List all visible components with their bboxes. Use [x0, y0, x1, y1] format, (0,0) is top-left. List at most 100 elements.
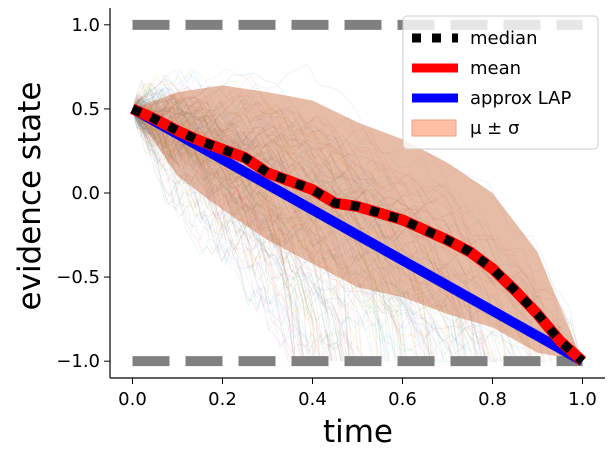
x-axis-title: time [323, 414, 393, 450]
y-tick-label: 0.5 [71, 99, 100, 120]
sample-trace [132, 76, 451, 362]
sample-trace [132, 85, 439, 362]
sample-trace [132, 108, 347, 363]
y-axis-title: evidence state [12, 82, 48, 311]
sample-trace [132, 104, 305, 362]
sample-trace [132, 87, 484, 362]
sample-trace [132, 79, 304, 362]
legend-box [402, 15, 599, 150]
sample-trace [132, 108, 496, 362]
sample-trace [132, 88, 433, 362]
sample-trace [132, 108, 567, 362]
sample-trace [132, 72, 576, 362]
sample-trace [132, 86, 357, 362]
sample-trace [132, 108, 366, 362]
sample-trace [132, 108, 487, 362]
x-tick-label: 1.0 [568, 389, 597, 410]
sample-trace [132, 74, 563, 362]
sample-trace [132, 108, 342, 362]
sample-trace [132, 101, 434, 362]
legend: median mean approx LAP μ ± σ [402, 15, 599, 150]
sample-trace [132, 108, 354, 362]
sample-trace [132, 96, 514, 362]
sample-trace [132, 99, 350, 362]
sample-trace [132, 108, 342, 362]
sample-trace [132, 108, 322, 362]
sample-trace [132, 86, 305, 362]
sample-trace [132, 96, 501, 362]
sample-trace [132, 99, 453, 362]
sample-trace [132, 98, 309, 362]
sample-trace [132, 105, 550, 362]
sample-trace [132, 108, 401, 362]
sample-trace [132, 92, 552, 362]
sample-trace [132, 108, 344, 362]
legend-label: approx LAP [470, 88, 571, 109]
sample-trace [132, 107, 354, 362]
sample-trace [132, 107, 326, 362]
sample-trace [132, 108, 498, 362]
legend-label: median [470, 28, 537, 49]
x-tick-label: 0.8 [478, 389, 507, 410]
y-tick-label: 1.0 [71, 15, 100, 36]
sample-trace [132, 100, 516, 362]
sample-trace [132, 108, 321, 362]
sample-trace [132, 106, 418, 362]
sample-trace [132, 108, 375, 362]
sample-trace [132, 94, 498, 362]
sample-trace [132, 108, 403, 362]
sample-trace [132, 108, 295, 362]
sample-trace [132, 95, 360, 362]
y-tick-label: 0.0 [71, 183, 100, 204]
sample-trace [132, 108, 332, 362]
sample-trace [132, 106, 523, 362]
legend-swatch-band [411, 119, 457, 137]
sample-trace [132, 108, 345, 362]
sample-trace [132, 92, 302, 362]
sample-trace [132, 108, 524, 362]
sample-trace [132, 80, 382, 362]
sample-trace [132, 108, 423, 362]
sample-trace [132, 108, 405, 362]
sample-trace [132, 94, 543, 362]
sample-trace [132, 108, 304, 362]
sample-trace [132, 103, 565, 362]
sample-trace [132, 98, 578, 362]
sample-trace [132, 108, 404, 362]
sample-trace [132, 108, 305, 362]
x-tick-label: 0.6 [388, 389, 417, 410]
sample-trace [132, 108, 350, 362]
sample-trace [132, 96, 487, 362]
sample-trace [132, 108, 480, 362]
sample-trace [132, 105, 478, 362]
sample-trace [132, 108, 534, 362]
sample-trace [132, 69, 406, 362]
sample-trace [132, 101, 436, 362]
sample-trace [132, 95, 316, 362]
sample-trace [132, 108, 507, 362]
sample-trace [132, 108, 312, 362]
sample-trace [132, 75, 466, 362]
approx-lap-line [130, 104, 585, 366]
sample-trace [132, 68, 550, 362]
sample-trace [132, 102, 333, 362]
legend-label: μ ± σ [470, 118, 519, 139]
sample-trace [132, 95, 582, 362]
sample-trace [132, 108, 449, 362]
sample-trace [132, 104, 386, 362]
sample-trace [132, 108, 434, 362]
x-tick-label: 0.2 [208, 389, 237, 410]
sample-trace [132, 99, 403, 362]
legend-label: mean [470, 58, 521, 79]
x-tick-label: 0.0 [118, 389, 147, 410]
sample-trace [132, 108, 379, 362]
sample-trace [132, 105, 379, 362]
sample-trace [132, 108, 433, 362]
sample-trace [132, 87, 537, 362]
sample-trace [132, 88, 483, 362]
sample-trace [132, 107, 582, 362]
ticks: 0.0 0.2 0.4 0.6 0.8 1.0 1.0 0.5 0.0 −0.5 −1.0 [56, 15, 597, 410]
sample-trace [132, 108, 295, 362]
sample-trace [132, 108, 390, 362]
